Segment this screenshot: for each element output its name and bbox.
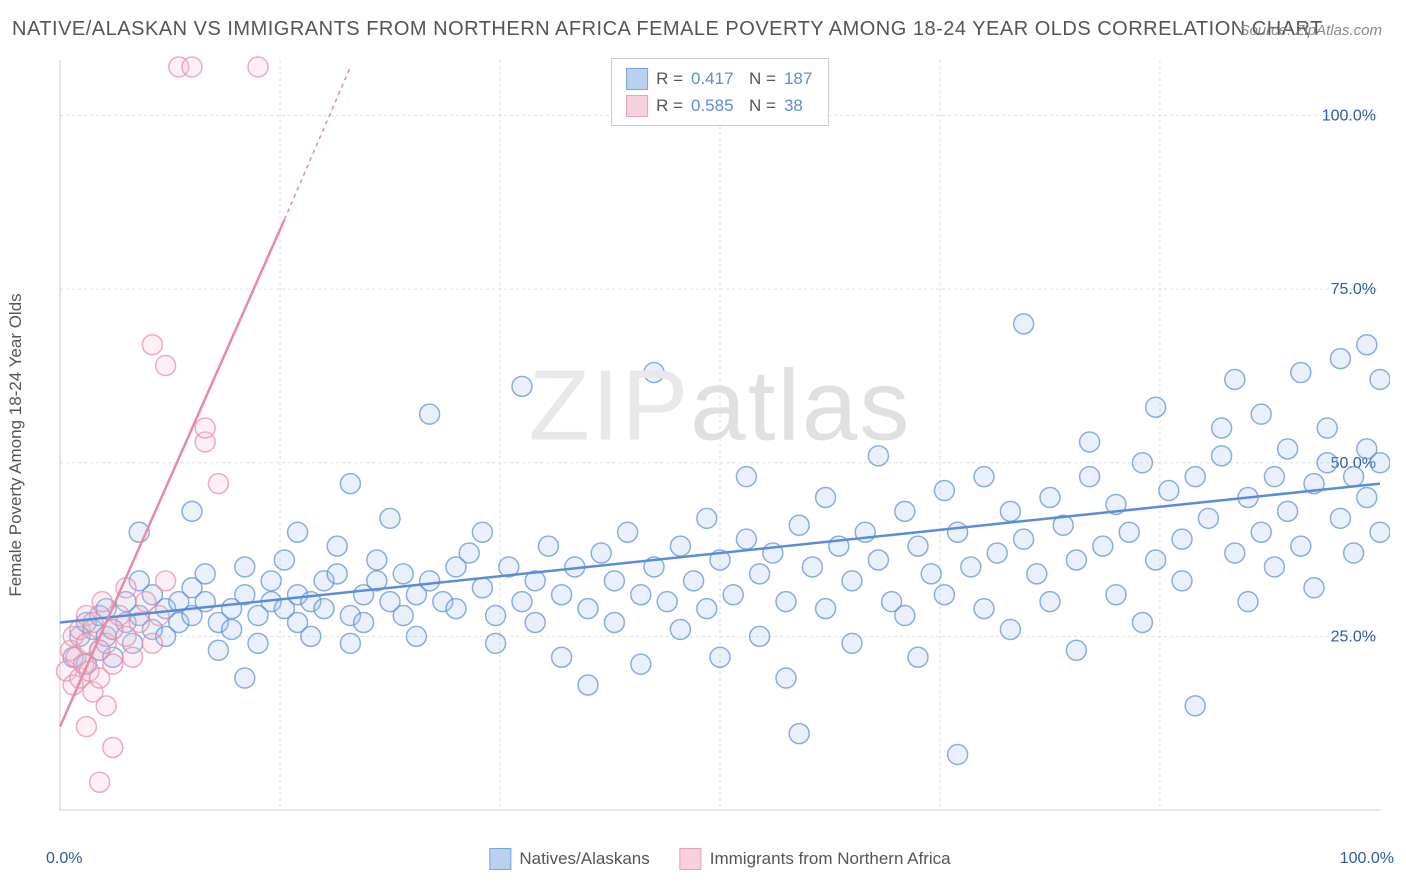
legend-r-value: 0.585: [691, 92, 741, 119]
scatter-plot: 25.0%50.0%75.0%100.0%: [50, 50, 1390, 840]
correlation-legend: R = 0.417 N = 187 R = 0.585 N = 38: [611, 58, 829, 126]
chart-area: Female Poverty Among 18-24 Year Olds 25.…: [50, 50, 1390, 840]
legend-r-value: 0.417: [691, 65, 741, 92]
svg-text:75.0%: 75.0%: [1331, 281, 1376, 298]
legend-r-label: R =: [656, 92, 683, 119]
legend-swatch: [626, 68, 648, 90]
legend-n-value: 187: [784, 65, 814, 92]
svg-text:100.0%: 100.0%: [1322, 108, 1376, 125]
legend-n-value: 38: [784, 92, 814, 119]
x-tick-min: 0.0%: [46, 850, 82, 868]
series-legend-label: Immigrants from Northern Africa: [710, 849, 951, 869]
legend-n-label: N =: [749, 65, 776, 92]
legend-swatch: [680, 848, 702, 870]
legend-row: R = 0.585 N = 38: [626, 92, 814, 119]
y-axis-label: Female Poverty Among 18-24 Year Olds: [6, 293, 26, 596]
chart-container: NATIVE/ALASKAN VS IMMIGRANTS FROM NORTHE…: [0, 0, 1406, 892]
legend-row: R = 0.417 N = 187: [626, 65, 814, 92]
chart-title: NATIVE/ALASKAN VS IMMIGRANTS FROM NORTHE…: [12, 18, 1323, 41]
legend-n-label: N =: [749, 92, 776, 119]
series-legend-item: Immigrants from Northern Africa: [680, 848, 951, 870]
legend-swatch: [489, 848, 511, 870]
series-legend-label: Natives/Alaskans: [519, 849, 649, 869]
series-legend-item: Natives/Alaskans: [489, 848, 649, 870]
svg-text:25.0%: 25.0%: [1331, 628, 1376, 645]
x-tick-max: 100.0%: [1340, 850, 1394, 868]
source-attribution: Source: ZipAtlas.com: [1239, 22, 1382, 39]
legend-r-label: R =: [656, 65, 683, 92]
legend-swatch: [626, 95, 648, 117]
series-legend: Natives/Alaskans Immigrants from Northern…: [489, 848, 950, 870]
